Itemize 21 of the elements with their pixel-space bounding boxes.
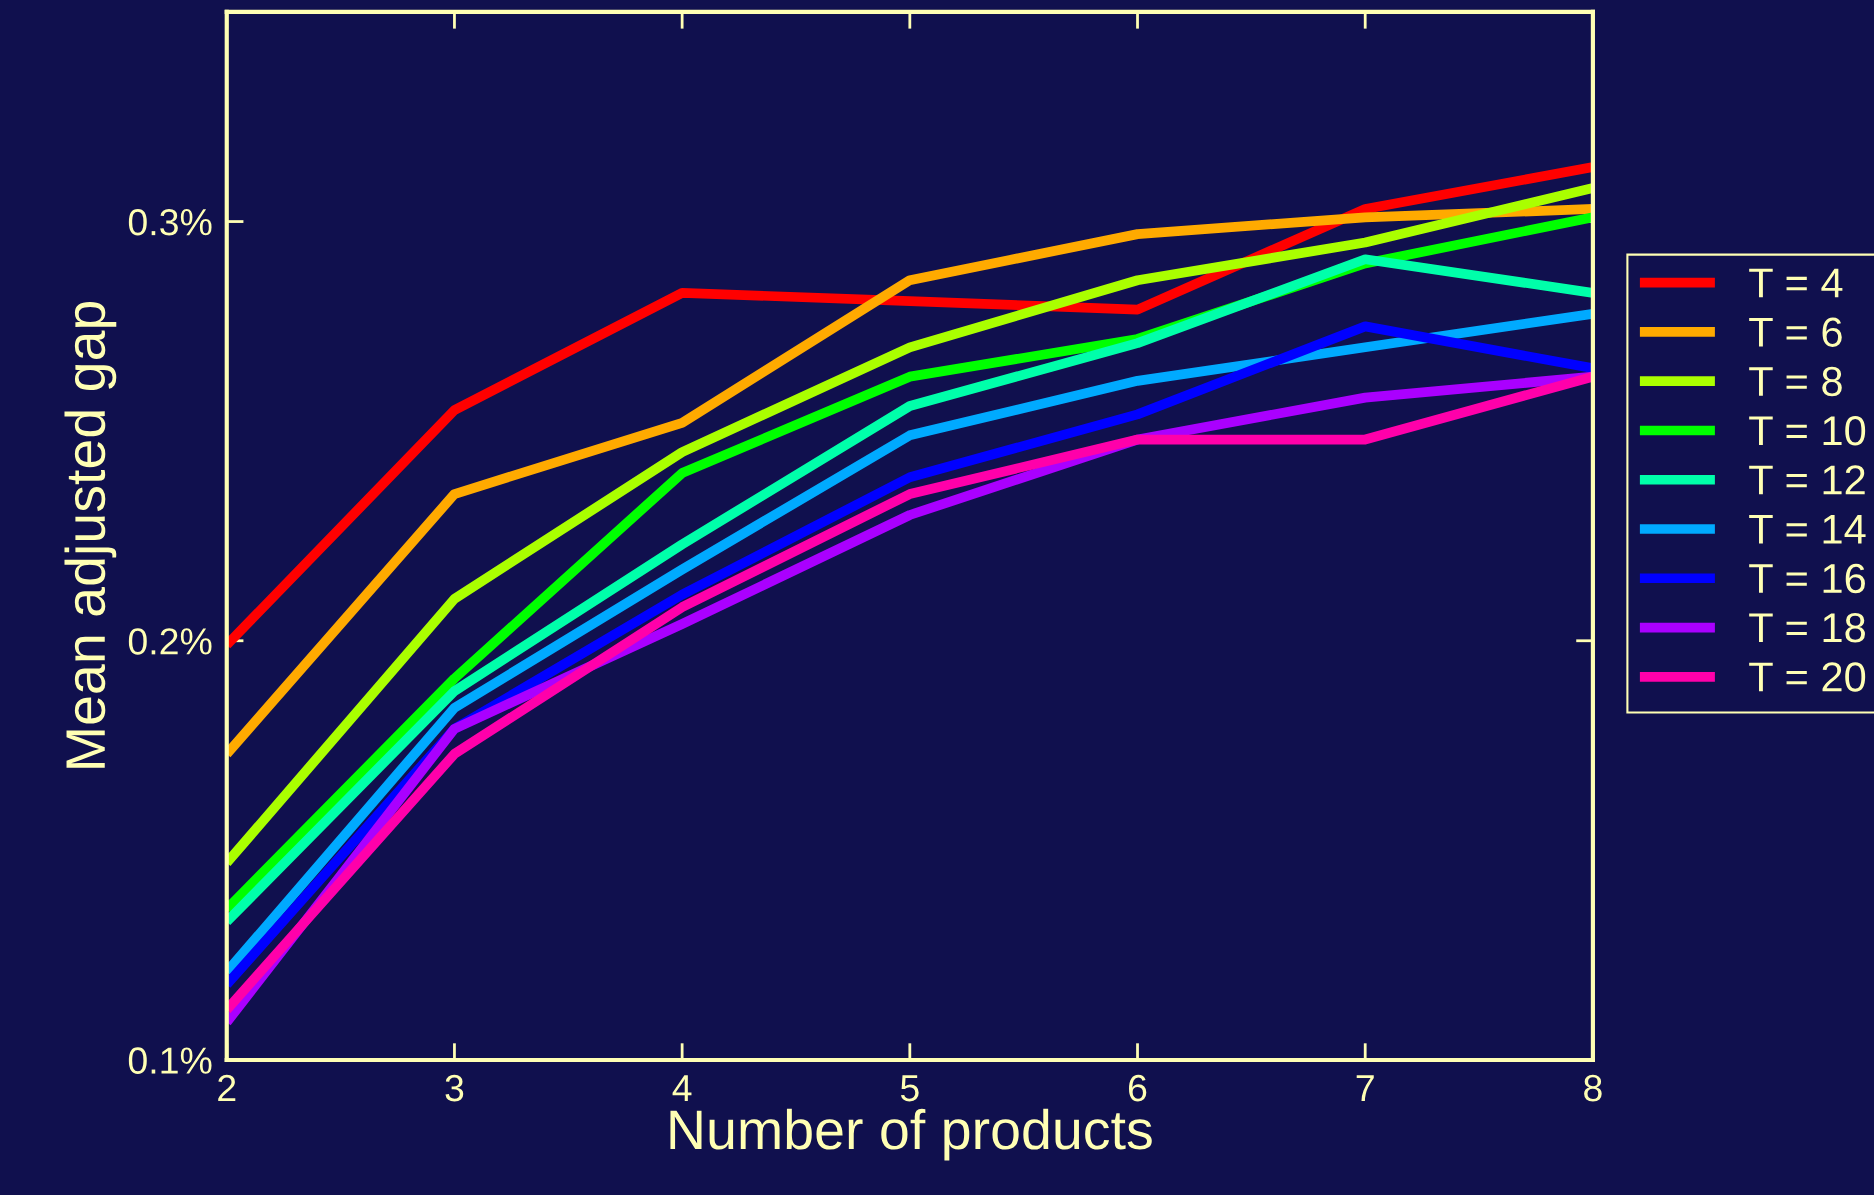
x-tick-label: 7	[1356, 1075, 1374, 1102]
legend-label: T = 10	[1749, 415, 1866, 446]
x-tick-label: 2	[218, 1074, 236, 1102]
legend-label: T = 6	[1749, 317, 1842, 347]
legend-label: T = 8	[1749, 366, 1842, 397]
x-axis-title: Number of products	[670, 1108, 1152, 1161]
legend-label: T = 20	[1749, 662, 1866, 692]
legend-label: T = 14	[1749, 514, 1866, 544]
x-tick-label: 3	[445, 1074, 464, 1102]
legend-label: T = 12	[1749, 465, 1865, 495]
y-tick-label: 0.2%	[128, 628, 212, 655]
y-tick-label: 0.3%	[128, 208, 212, 236]
x-tick-label: 6	[1129, 1074, 1147, 1102]
y-axis-title: Mean adjusted gap	[64, 301, 117, 768]
legend-label: T = 18	[1749, 613, 1865, 643]
x-tick-label: 4	[672, 1075, 692, 1102]
x-tick-label: 5	[900, 1075, 919, 1102]
legend-label: T = 16	[1749, 563, 1865, 594]
y-tick-label: 0.1%	[128, 1047, 212, 1074]
x-tick-label: 8	[1584, 1074, 1602, 1102]
legend-label: T = 4	[1749, 268, 1843, 298]
